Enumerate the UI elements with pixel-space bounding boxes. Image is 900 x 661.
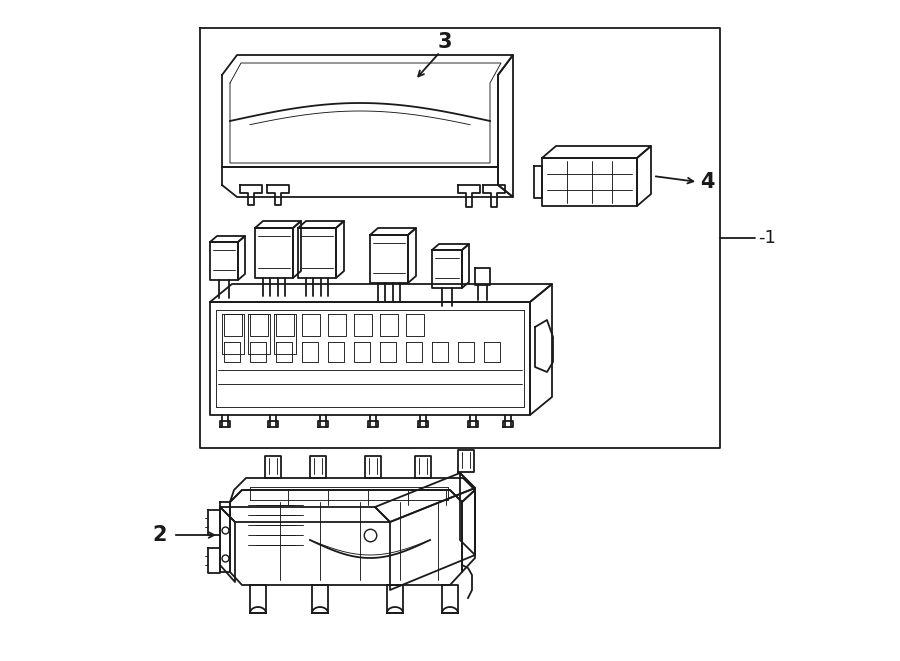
Polygon shape xyxy=(250,314,268,336)
Text: 3: 3 xyxy=(437,32,452,52)
Polygon shape xyxy=(220,507,235,582)
Polygon shape xyxy=(220,507,390,522)
Polygon shape xyxy=(380,342,396,362)
Polygon shape xyxy=(293,221,301,278)
Polygon shape xyxy=(484,342,500,362)
Polygon shape xyxy=(302,342,318,362)
Polygon shape xyxy=(230,63,501,163)
Polygon shape xyxy=(208,510,220,535)
Polygon shape xyxy=(475,268,490,285)
Polygon shape xyxy=(222,55,513,167)
Polygon shape xyxy=(468,421,478,427)
Polygon shape xyxy=(222,314,244,354)
Polygon shape xyxy=(542,158,637,206)
Polygon shape xyxy=(432,244,469,250)
Polygon shape xyxy=(462,244,469,288)
Polygon shape xyxy=(210,284,552,302)
Polygon shape xyxy=(200,28,720,448)
Polygon shape xyxy=(370,228,416,235)
Polygon shape xyxy=(354,342,370,362)
Polygon shape xyxy=(298,221,344,228)
Polygon shape xyxy=(534,166,542,198)
Polygon shape xyxy=(370,235,408,283)
Polygon shape xyxy=(503,421,513,427)
Polygon shape xyxy=(483,185,505,207)
Polygon shape xyxy=(265,456,281,478)
Polygon shape xyxy=(406,342,422,362)
Polygon shape xyxy=(432,342,448,362)
Polygon shape xyxy=(210,302,530,415)
Polygon shape xyxy=(535,320,553,372)
Polygon shape xyxy=(387,585,403,613)
Polygon shape xyxy=(458,342,474,362)
Polygon shape xyxy=(250,342,266,362)
Polygon shape xyxy=(390,488,475,590)
Polygon shape xyxy=(248,314,270,354)
Polygon shape xyxy=(220,421,230,427)
Polygon shape xyxy=(375,473,475,522)
Polygon shape xyxy=(460,473,475,555)
Polygon shape xyxy=(354,314,372,336)
Polygon shape xyxy=(224,314,242,336)
Polygon shape xyxy=(498,55,513,197)
Polygon shape xyxy=(274,314,296,354)
Polygon shape xyxy=(418,421,428,427)
Polygon shape xyxy=(222,167,513,197)
Polygon shape xyxy=(255,228,293,278)
Polygon shape xyxy=(637,146,651,206)
Polygon shape xyxy=(432,250,462,288)
Polygon shape xyxy=(276,314,294,336)
Polygon shape xyxy=(298,228,336,278)
Polygon shape xyxy=(208,548,220,573)
Polygon shape xyxy=(268,421,278,427)
Polygon shape xyxy=(406,314,424,336)
Polygon shape xyxy=(368,421,378,427)
Polygon shape xyxy=(250,487,448,500)
Polygon shape xyxy=(380,314,398,336)
Polygon shape xyxy=(250,585,266,613)
Polygon shape xyxy=(238,236,245,280)
Polygon shape xyxy=(442,585,458,613)
Polygon shape xyxy=(328,342,344,362)
Polygon shape xyxy=(458,450,474,472)
Polygon shape xyxy=(267,185,289,205)
Polygon shape xyxy=(312,585,328,613)
Polygon shape xyxy=(530,284,552,415)
Polygon shape xyxy=(255,221,301,228)
Polygon shape xyxy=(318,421,328,427)
Polygon shape xyxy=(328,314,346,336)
Polygon shape xyxy=(240,185,262,205)
Text: 4: 4 xyxy=(700,172,715,192)
Text: -1: -1 xyxy=(758,229,776,247)
Polygon shape xyxy=(224,342,240,362)
Polygon shape xyxy=(415,456,431,478)
Polygon shape xyxy=(230,478,475,502)
Polygon shape xyxy=(302,314,320,336)
Text: 2: 2 xyxy=(153,525,167,545)
Polygon shape xyxy=(458,185,480,207)
Polygon shape xyxy=(210,242,238,280)
Polygon shape xyxy=(230,490,462,585)
Polygon shape xyxy=(462,490,475,572)
Polygon shape xyxy=(210,236,245,242)
Polygon shape xyxy=(276,342,292,362)
Polygon shape xyxy=(220,502,230,572)
Polygon shape xyxy=(365,456,381,478)
Polygon shape xyxy=(542,146,651,158)
Polygon shape xyxy=(310,456,326,478)
Polygon shape xyxy=(408,228,416,283)
Polygon shape xyxy=(336,221,344,278)
